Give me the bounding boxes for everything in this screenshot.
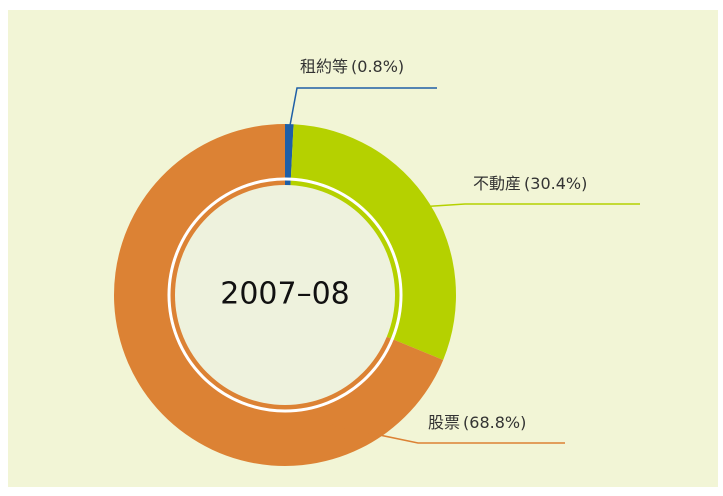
category-label: 租約等	[300, 57, 348, 76]
value-label: (68.8%)	[463, 413, 526, 432]
category-label: 不動産	[473, 174, 521, 193]
inner-ring	[167, 177, 403, 413]
donut-segment	[285, 124, 294, 188]
value-label: (30.4%)	[524, 174, 587, 193]
leader-line	[424, 203, 640, 208]
category-label: 股票	[428, 413, 460, 432]
donut-segment	[290, 124, 456, 360]
segment-label: 不動産 (30.4%)	[473, 174, 587, 193]
leader-line	[147, 386, 565, 444]
center-disc	[175, 185, 395, 405]
donut-segment	[114, 123, 444, 466]
leader-line	[288, 87, 437, 131]
value-label: (0.8%)	[351, 57, 404, 76]
center-label: 2007–08	[220, 277, 350, 312]
segment-label: 租約等 (0.8%)	[300, 57, 404, 76]
segment-label: 股票 (68.8%)	[428, 413, 526, 432]
